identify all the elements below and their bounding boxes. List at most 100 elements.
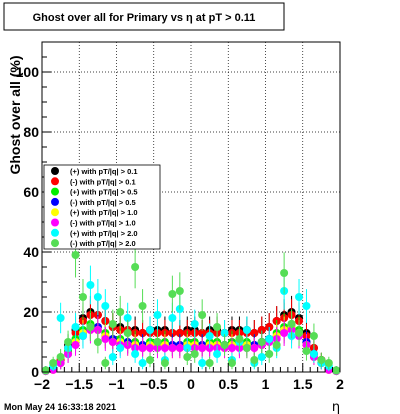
x-tick-label: −2 [34,376,50,392]
data-point [101,302,110,310]
data-point [302,302,311,310]
data-point [257,353,266,361]
data-point [280,329,289,337]
data-point [175,329,184,337]
data-point [272,341,281,349]
series-8 [41,232,341,375]
data-point [295,329,304,337]
legend-entry-label: (+) with pT/|q| > 1.0 [70,208,138,217]
data-point [317,356,326,364]
data-point [56,353,65,361]
data-point [265,335,274,343]
data-point [101,359,110,367]
data-point [213,323,222,331]
data-point [78,293,87,301]
y-tick-label: 80 [23,124,39,140]
data-point [227,344,236,352]
data-point [205,359,214,367]
x-tick-label: 0 [187,376,195,392]
data-point [175,287,184,295]
legend-entry-label: (+) with pT/|q| > 2.0 [70,229,138,238]
data-point [146,326,155,334]
data-point [168,344,177,352]
data-point [190,350,199,358]
data-point [146,356,155,364]
x-tick-label: 1 [262,376,270,392]
chart-title: Ghost over all for Primary vs η at pT > … [33,12,256,24]
data-point [295,293,304,301]
legend-marker [51,208,59,217]
data-point [93,338,102,346]
y-tick-label: 20 [23,304,39,320]
data-point [116,308,125,316]
data-point [250,356,259,364]
data-point [86,281,95,289]
data-point [227,359,236,367]
data-point [108,353,117,361]
data-point [101,335,110,343]
data-point [138,329,147,337]
legend: (+) with pT/|q| > 0.1(-) with pT/|q| > 0… [43,164,161,250]
data-point [168,290,177,298]
data-point [198,311,207,319]
data-point [242,326,251,334]
data-point [116,344,125,352]
data-point [153,338,162,346]
data-point [71,341,80,349]
data-point [198,359,207,367]
data-point [160,359,169,367]
data-point [168,314,177,322]
data-point [324,359,333,367]
x-tick-label: 1.5 [293,376,313,392]
data-point [220,341,229,349]
legend-marker [51,197,59,206]
data-point [280,269,289,277]
x-axis-label: η [332,400,340,414]
data-point [332,366,341,375]
data-point [213,350,222,358]
data-point [138,344,147,352]
data-point [49,359,58,367]
data-point [138,302,147,310]
data-point [265,323,274,331]
x-tick-label: 2 [336,376,344,392]
data-point [64,338,73,346]
title-box: Ghost over all for Primary vs η at pT > … [3,2,285,31]
data-point [160,344,169,352]
data-point [235,335,244,343]
legend-entry-label: (-) with pT/|q| > 0.5 [70,198,136,207]
data-point [309,332,318,340]
data-point [175,344,184,352]
data-point [138,359,147,367]
legend-marker [51,167,59,175]
legend-entry-label: (-) with pT/|q| > 2.0 [70,239,136,248]
legend-marker [51,177,59,186]
x-tick-label: −0.5 [140,376,168,392]
legend-entry-label: (-) with pT/|q| > 1.0 [70,219,136,228]
data-point [86,323,95,331]
y-axis-label: Ghost over all (%) [7,55,23,174]
x-tick-label: 0.5 [219,376,239,392]
data-point [108,338,117,346]
x-tick-label: −1.5 [65,376,93,392]
data-point [198,344,207,352]
data-point [131,263,140,271]
data-point [71,251,80,259]
data-point [93,293,102,301]
data-point [56,314,65,322]
data-point [123,314,132,322]
legend-marker [51,239,59,248]
data-point [309,350,318,358]
data-point [93,326,102,334]
data-point [146,344,155,352]
data-point [302,347,311,355]
legend-marker [51,187,59,196]
x-tick-label: −1 [109,376,125,392]
data-series [41,232,341,376]
legend-marker [51,228,59,237]
data-point [250,329,259,337]
data-point [287,320,296,328]
y-tick-label: 40 [23,244,39,260]
